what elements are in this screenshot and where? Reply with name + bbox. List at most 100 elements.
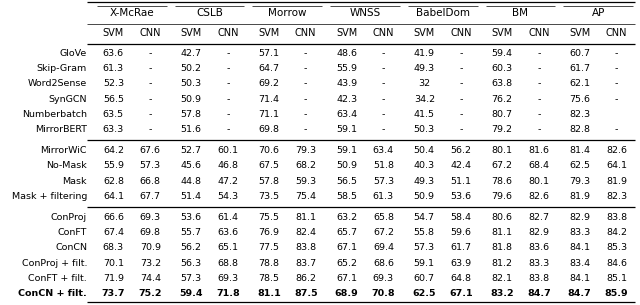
Text: 82.1: 82.1 <box>492 274 513 283</box>
Text: -: - <box>227 80 230 88</box>
Text: 63.6: 63.6 <box>218 228 239 237</box>
Text: 62.1: 62.1 <box>569 80 590 88</box>
Text: 64.1: 64.1 <box>606 161 627 170</box>
Text: 50.9: 50.9 <box>414 192 435 201</box>
Text: MirrorWiC: MirrorWiC <box>40 146 87 155</box>
Text: -: - <box>381 80 385 88</box>
Text: 71.4: 71.4 <box>259 95 279 104</box>
Text: 41.5: 41.5 <box>414 110 435 119</box>
Text: -: - <box>148 110 152 119</box>
Text: 62.5: 62.5 <box>569 161 590 170</box>
Text: 69.3: 69.3 <box>373 274 394 283</box>
Text: 63.4: 63.4 <box>336 110 357 119</box>
Text: 55.9: 55.9 <box>103 161 124 170</box>
Text: -: - <box>460 49 463 58</box>
Text: -: - <box>381 110 385 119</box>
Text: 46.8: 46.8 <box>218 161 239 170</box>
Text: 50.2: 50.2 <box>180 64 202 73</box>
Text: 64.7: 64.7 <box>259 64 279 73</box>
Text: 83.8: 83.8 <box>606 213 627 222</box>
Text: 52.3: 52.3 <box>103 80 124 88</box>
Text: -: - <box>537 110 541 119</box>
Text: 49.3: 49.3 <box>413 177 435 186</box>
Text: -: - <box>304 125 307 134</box>
Text: 50.9: 50.9 <box>336 161 357 170</box>
Text: SVM: SVM <box>180 28 202 38</box>
Text: 67.1: 67.1 <box>336 274 357 283</box>
Text: 83.7: 83.7 <box>295 259 316 267</box>
Text: 63.2: 63.2 <box>336 213 357 222</box>
Text: 81.4: 81.4 <box>569 146 590 155</box>
Text: 71.9: 71.9 <box>103 274 124 283</box>
Text: 66.8: 66.8 <box>140 177 161 186</box>
Text: 80.1: 80.1 <box>529 177 549 186</box>
Text: SVM: SVM <box>569 28 590 38</box>
Text: MirrorBERT: MirrorBERT <box>35 125 87 134</box>
Text: 81.1: 81.1 <box>492 228 513 237</box>
Text: 69.3: 69.3 <box>218 274 239 283</box>
Text: CSLB: CSLB <box>196 8 223 18</box>
Text: 40.3: 40.3 <box>413 161 435 170</box>
Text: 81.8: 81.8 <box>492 243 513 252</box>
Text: 75.5: 75.5 <box>259 213 279 222</box>
Text: 69.8: 69.8 <box>140 228 161 237</box>
Text: 78.8: 78.8 <box>259 259 279 267</box>
Text: 82.9: 82.9 <box>529 228 549 237</box>
Text: 67.2: 67.2 <box>492 161 513 170</box>
Text: 68.3: 68.3 <box>103 243 124 252</box>
Text: 44.8: 44.8 <box>180 177 202 186</box>
Text: 81.6: 81.6 <box>529 146 549 155</box>
Text: CNN: CNN <box>451 28 472 38</box>
Text: AP: AP <box>591 8 605 18</box>
Text: 57.3: 57.3 <box>413 243 435 252</box>
Text: 42.4: 42.4 <box>451 161 472 170</box>
Text: -: - <box>148 80 152 88</box>
Text: 61.3: 61.3 <box>103 64 124 73</box>
Text: -: - <box>460 80 463 88</box>
Text: 82.6: 82.6 <box>529 192 549 201</box>
Text: 82.7: 82.7 <box>529 213 549 222</box>
Text: 76.9: 76.9 <box>259 228 279 237</box>
Text: 68.2: 68.2 <box>295 161 316 170</box>
Text: 32: 32 <box>418 80 430 88</box>
Text: 70.9: 70.9 <box>140 243 161 252</box>
Text: 70.1: 70.1 <box>103 259 124 267</box>
Text: 65.8: 65.8 <box>373 213 394 222</box>
Text: 50.3: 50.3 <box>180 80 202 88</box>
Text: 60.3: 60.3 <box>492 64 513 73</box>
Text: 67.1: 67.1 <box>449 289 473 298</box>
Text: 50.4: 50.4 <box>414 146 435 155</box>
Text: 79.2: 79.2 <box>492 125 513 134</box>
Text: 66.6: 66.6 <box>103 213 124 222</box>
Text: 84.1: 84.1 <box>569 243 590 252</box>
Text: 82.6: 82.6 <box>606 146 627 155</box>
Text: 59.4: 59.4 <box>492 49 513 58</box>
Text: -: - <box>537 64 541 73</box>
Text: 71.8: 71.8 <box>216 289 240 298</box>
Text: 78.6: 78.6 <box>492 177 513 186</box>
Text: 67.4: 67.4 <box>103 228 124 237</box>
Text: Word2Sense: Word2Sense <box>28 80 87 88</box>
Text: CNN: CNN <box>217 28 239 38</box>
Text: 67.1: 67.1 <box>336 243 357 252</box>
Text: 65.7: 65.7 <box>336 228 357 237</box>
Text: 73.7: 73.7 <box>102 289 125 298</box>
Text: 50.9: 50.9 <box>180 95 202 104</box>
Text: 56.5: 56.5 <box>103 95 124 104</box>
Text: -: - <box>304 64 307 73</box>
Text: 58.5: 58.5 <box>336 192 357 201</box>
Text: -: - <box>304 110 307 119</box>
Text: 74.4: 74.4 <box>140 274 161 283</box>
Text: 68.6: 68.6 <box>373 259 394 267</box>
Text: 57.8: 57.8 <box>259 177 279 186</box>
Text: 67.5: 67.5 <box>259 161 279 170</box>
Text: 69.3: 69.3 <box>140 213 161 222</box>
Text: 57.3: 57.3 <box>140 161 161 170</box>
Text: -: - <box>537 95 541 104</box>
Text: -: - <box>460 95 463 104</box>
Text: Morrow: Morrow <box>268 8 307 18</box>
Text: 60.7: 60.7 <box>414 274 435 283</box>
Text: 55.7: 55.7 <box>180 228 202 237</box>
Text: 63.8: 63.8 <box>492 80 513 88</box>
Text: SynGCN: SynGCN <box>49 95 87 104</box>
